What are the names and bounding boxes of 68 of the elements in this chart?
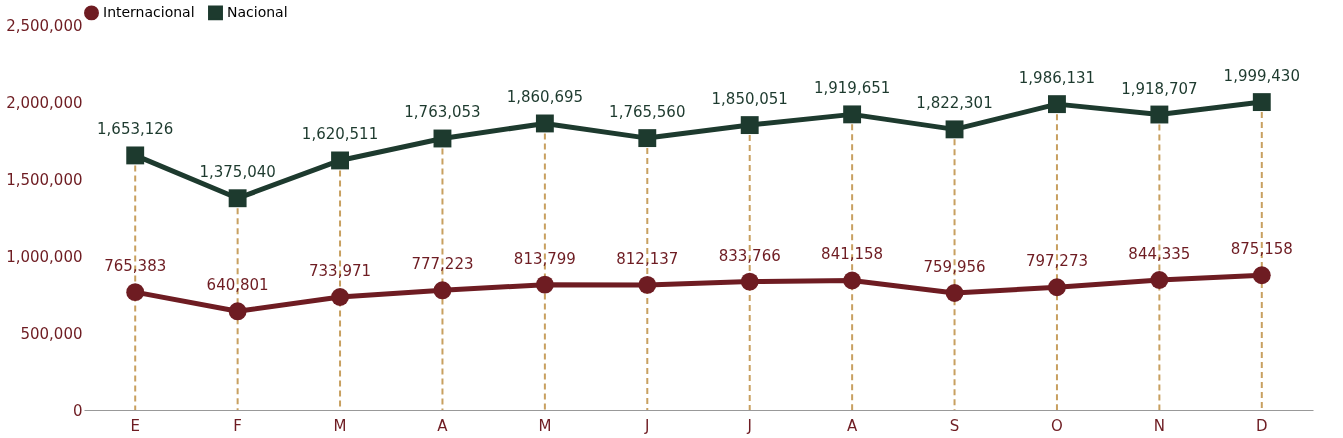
x-tick-label: N	[1153, 416, 1165, 435]
x-tick-label: J	[644, 416, 650, 435]
data-label: 1,918,707	[1121, 79, 1198, 98]
data-label: 1,375,040	[199, 163, 276, 182]
y-tick-label: 2,000,000	[6, 93, 83, 112]
point	[433, 129, 452, 148]
point	[1252, 266, 1271, 285]
x-tick-label: J	[746, 416, 752, 435]
data-label: 812,137	[616, 249, 679, 268]
point	[740, 272, 759, 291]
data-label: 759,956	[923, 257, 986, 276]
data-label: 1,653,126	[97, 120, 174, 139]
point	[228, 189, 247, 208]
x-tick-label: M	[333, 416, 347, 435]
point	[126, 283, 145, 302]
point	[1048, 95, 1066, 114]
data-label: 875,158	[1230, 240, 1293, 259]
data-label: 833,766	[718, 246, 781, 265]
data-label: 1,850,051	[711, 90, 788, 109]
data-label: 797,273	[1025, 252, 1088, 271]
data-label: 1,860,695	[506, 88, 584, 107]
y-tick-label: 1,500,000	[6, 170, 83, 189]
x-tick-label: A	[437, 416, 449, 435]
data-label: 1,763,053	[404, 103, 481, 122]
data-label: 765,383	[104, 257, 167, 276]
point	[126, 146, 145, 165]
legend-label: Internacional	[103, 3, 195, 20]
data-label: 733,971	[309, 261, 372, 280]
point	[740, 116, 759, 135]
point	[433, 281, 452, 300]
data-label: 777,223	[411, 255, 474, 274]
y-tick-label: 1,000,000	[6, 247, 83, 266]
x-tick-label: F	[233, 416, 242, 435]
point	[638, 129, 657, 148]
legend-label: Nacional	[227, 3, 288, 20]
data-label: 844,335	[1128, 244, 1191, 263]
x-tick-label: O	[1051, 416, 1063, 435]
data-label: 813,799	[513, 249, 576, 268]
data-label: 640,801	[206, 276, 269, 295]
point	[638, 276, 657, 294]
point	[1252, 93, 1271, 112]
y-tick-label: 0	[72, 401, 83, 420]
point	[945, 284, 964, 302]
point	[535, 114, 554, 133]
x-tick-label: E	[130, 416, 140, 435]
point	[331, 288, 349, 306]
x-tick-label: A	[846, 416, 858, 435]
data-label: 1,620,511	[301, 125, 379, 144]
point	[1150, 105, 1169, 124]
data-label: 1,765,560	[609, 103, 686, 122]
data-label: 1,986,131	[1018, 69, 1096, 88]
point	[1150, 271, 1169, 289]
x-tick-label: S	[949, 416, 960, 435]
data-label: 1,822,301	[916, 94, 993, 113]
point	[535, 275, 554, 294]
x-tick-label: M	[538, 416, 552, 435]
y-tick-label: 2,500,000	[6, 16, 83, 35]
point	[1048, 278, 1066, 297]
point	[843, 105, 862, 124]
data-label: 1,999,430	[1223, 67, 1300, 86]
data-label: 1,919,651	[813, 79, 891, 98]
data-label: 841,158	[821, 245, 884, 264]
point	[331, 151, 349, 170]
x-tick-label: D	[1256, 416, 1268, 435]
point	[945, 120, 964, 139]
point	[843, 271, 862, 290]
point	[228, 302, 247, 321]
y-tick-label: 500,000	[20, 324, 83, 343]
